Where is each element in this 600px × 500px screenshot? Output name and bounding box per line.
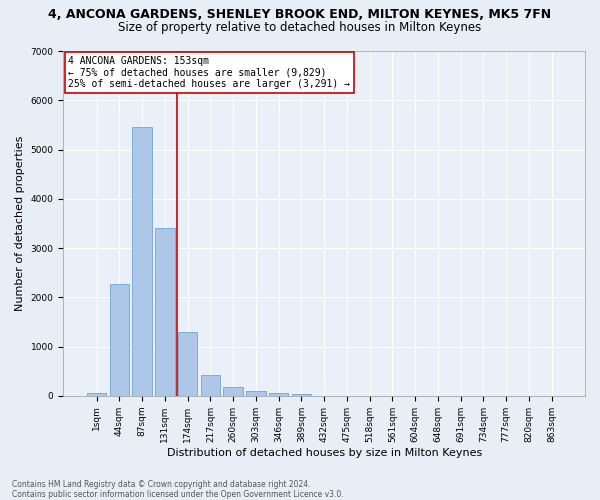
Bar [178, 332, 197, 396]
Bar [201, 375, 220, 396]
Text: 4 ANCONA GARDENS: 153sqm
← 75% of detached houses are smaller (9,829)
25% of sem: 4 ANCONA GARDENS: 153sqm ← 75% of detach… [68, 56, 350, 90]
Bar [87, 393, 106, 396]
Text: Size of property relative to detached houses in Milton Keynes: Size of property relative to detached ho… [118, 21, 482, 34]
Y-axis label: Number of detached properties: Number of detached properties [15, 136, 25, 311]
Bar [155, 228, 175, 396]
Text: Contains HM Land Registry data © Crown copyright and database right 2024.
Contai: Contains HM Land Registry data © Crown c… [12, 480, 344, 499]
X-axis label: Distribution of detached houses by size in Milton Keynes: Distribution of detached houses by size … [167, 448, 482, 458]
Bar [110, 284, 129, 396]
Bar [246, 391, 266, 396]
Bar [292, 394, 311, 396]
Bar [269, 392, 289, 396]
Bar [133, 128, 152, 396]
Text: 4, ANCONA GARDENS, SHENLEY BROOK END, MILTON KEYNES, MK5 7FN: 4, ANCONA GARDENS, SHENLEY BROOK END, MI… [49, 8, 551, 20]
Bar [223, 388, 243, 396]
